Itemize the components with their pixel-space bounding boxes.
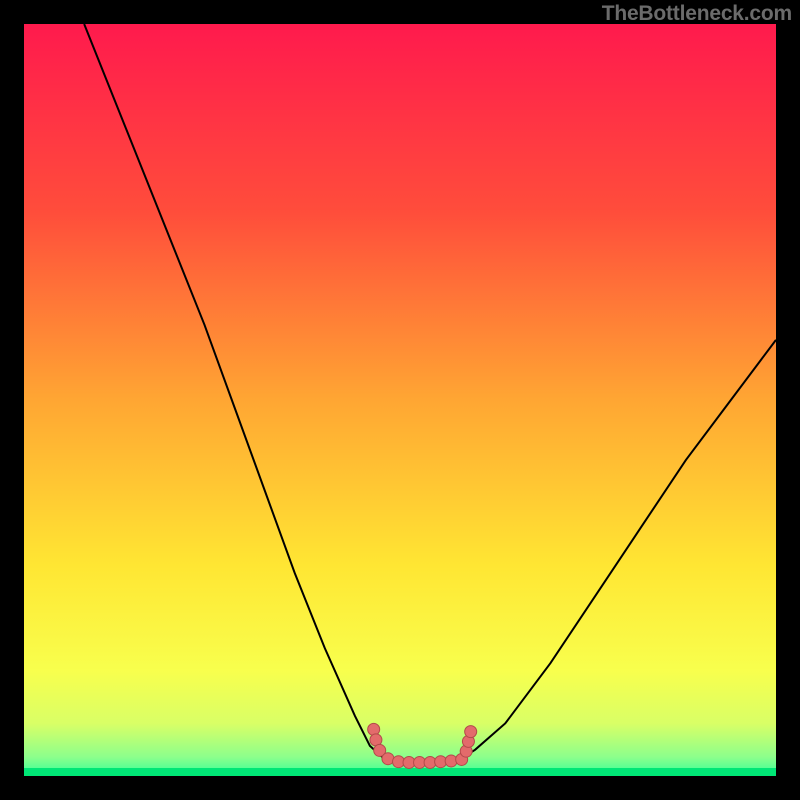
curve-svg-layer	[0, 0, 800, 800]
bottleneck-curve	[84, 24, 776, 762]
marker-dot	[465, 726, 477, 738]
marker-dot	[368, 723, 380, 735]
watermark-text: TheBottleneck.com	[602, 2, 792, 26]
chart-container: { "watermark": { "text": "TheBottleneck.…	[0, 0, 800, 800]
marker-cluster	[368, 723, 477, 768]
